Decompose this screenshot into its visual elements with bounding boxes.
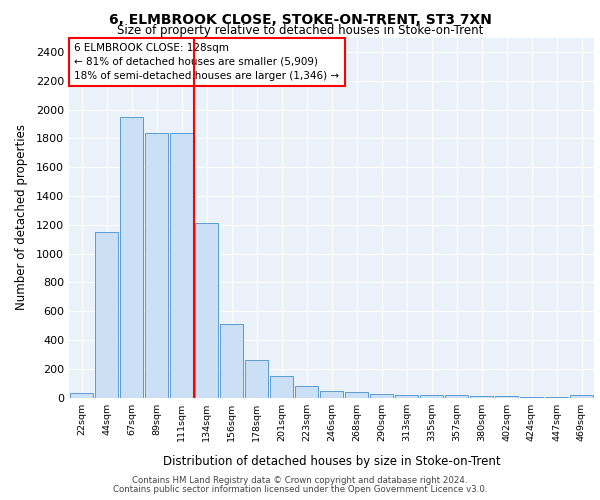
- Text: Contains public sector information licensed under the Open Government Licence v3: Contains public sector information licen…: [113, 484, 487, 494]
- Bar: [320, 391, 343, 398]
- Bar: [420, 394, 443, 398]
- Bar: [295, 386, 318, 398]
- Bar: [470, 396, 493, 398]
- Bar: [270, 376, 293, 398]
- Text: 6 ELMBROOK CLOSE: 128sqm
← 81% of detached houses are smaller (5,909)
18% of sem: 6 ELMBROOK CLOSE: 128sqm ← 81% of detach…: [74, 43, 340, 81]
- Bar: [445, 396, 468, 398]
- Bar: [120, 116, 143, 398]
- Text: 6, ELMBROOK CLOSE, STOKE-ON-TRENT, ST3 7XN: 6, ELMBROOK CLOSE, STOKE-ON-TRENT, ST3 7…: [109, 12, 491, 26]
- Bar: [70, 393, 93, 398]
- Bar: [370, 394, 393, 398]
- Bar: [495, 396, 518, 398]
- Bar: [345, 392, 368, 398]
- Bar: [195, 224, 218, 398]
- Bar: [245, 360, 268, 398]
- Bar: [220, 324, 243, 398]
- Text: Size of property relative to detached houses in Stoke-on-Trent: Size of property relative to detached ho…: [117, 24, 483, 37]
- Bar: [570, 394, 593, 398]
- Bar: [395, 394, 418, 398]
- Y-axis label: Number of detached properties: Number of detached properties: [14, 124, 28, 310]
- Bar: [545, 397, 568, 398]
- Bar: [95, 232, 118, 398]
- Bar: [520, 397, 543, 398]
- Bar: [170, 132, 193, 398]
- Text: Contains HM Land Registry data © Crown copyright and database right 2024.: Contains HM Land Registry data © Crown c…: [132, 476, 468, 485]
- Bar: [145, 132, 168, 398]
- X-axis label: Distribution of detached houses by size in Stoke-on-Trent: Distribution of detached houses by size …: [163, 455, 500, 468]
